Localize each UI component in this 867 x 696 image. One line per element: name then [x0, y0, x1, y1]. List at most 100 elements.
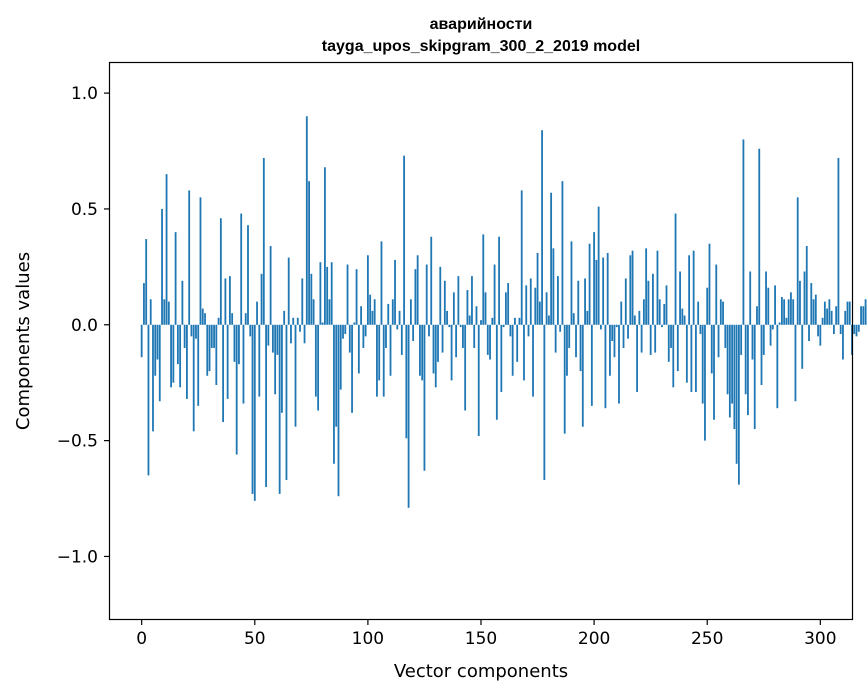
bar	[611, 324, 614, 341]
bar	[294, 324, 297, 427]
bar	[837, 157, 840, 325]
bar	[737, 324, 740, 485]
bar	[844, 310, 847, 325]
bar	[321, 322, 324, 325]
y-tick-label: 0.0	[71, 316, 98, 336]
bar	[826, 308, 829, 325]
bar	[333, 324, 335, 464]
bar	[251, 324, 254, 494]
bar	[835, 306, 838, 325]
bar	[385, 324, 387, 348]
x-tick-label: 0	[136, 629, 147, 649]
bar	[466, 290, 469, 325]
bar	[281, 324, 283, 413]
bar	[446, 310, 448, 325]
bar	[862, 306, 865, 325]
bar	[699, 324, 702, 335]
bar	[147, 324, 150, 476]
bar	[174, 232, 177, 325]
bar	[504, 292, 507, 325]
bar	[728, 324, 731, 418]
bar	[183, 324, 186, 348]
bar	[744, 324, 747, 395]
bar	[389, 324, 392, 376]
bar	[676, 324, 679, 372]
bar	[231, 313, 234, 325]
bar	[437, 324, 439, 362]
bar	[217, 317, 220, 325]
bar	[771, 324, 774, 330]
bar	[792, 299, 795, 325]
bar	[328, 299, 331, 325]
bar	[274, 324, 277, 395]
bar	[457, 276, 460, 325]
bar	[735, 324, 738, 464]
bar	[726, 324, 729, 395]
bar	[590, 324, 593, 406]
bar	[462, 324, 464, 348]
bar	[704, 324, 706, 441]
bar	[864, 299, 867, 325]
bar	[172, 324, 175, 383]
bar	[353, 322, 356, 325]
bar	[314, 324, 317, 397]
bar	[688, 255, 691, 325]
bar	[742, 139, 745, 325]
bar	[765, 271, 767, 325]
bar	[649, 324, 652, 355]
bar	[335, 324, 338, 427]
bar	[575, 324, 577, 358]
bar	[810, 283, 813, 325]
bar	[790, 292, 792, 325]
bar	[258, 324, 261, 397]
bar	[421, 324, 424, 381]
bar	[823, 301, 826, 325]
bar	[140, 324, 143, 358]
bar	[860, 306, 862, 325]
bar	[369, 294, 372, 325]
x-tick-label: 250	[691, 629, 723, 649]
bar	[547, 315, 550, 325]
bar	[842, 324, 844, 360]
bar	[541, 130, 543, 325]
bar	[500, 324, 503, 392]
bar	[170, 324, 172, 388]
bar	[706, 287, 709, 325]
bar	[749, 271, 752, 325]
bar	[821, 317, 824, 325]
bar-series	[140, 116, 867, 508]
bar	[713, 324, 715, 420]
bar	[833, 324, 835, 335]
y-tick-label: −0.5	[57, 432, 98, 452]
bar	[661, 324, 663, 328]
bar	[324, 167, 326, 325]
bar	[683, 315, 686, 325]
bar	[473, 324, 476, 348]
bar	[846, 301, 849, 325]
bar	[747, 324, 749, 416]
bar	[717, 324, 720, 358]
bar	[186, 324, 188, 399]
bar	[149, 299, 152, 325]
bar	[394, 259, 396, 325]
bar	[495, 324, 498, 420]
bar	[785, 317, 788, 325]
bar	[276, 324, 279, 355]
bar	[581, 324, 584, 427]
bar	[586, 310, 589, 325]
bar	[557, 276, 559, 325]
bar	[597, 206, 600, 325]
bar	[799, 280, 801, 325]
bar	[805, 246, 808, 325]
bar	[376, 324, 378, 397]
bar	[378, 324, 381, 381]
bar	[249, 324, 252, 337]
bar	[570, 241, 573, 325]
bar	[491, 317, 494, 325]
bar	[658, 299, 661, 325]
bar	[199, 197, 202, 325]
chart-subtitle: tayga_upos_skipgram_300_2_2019 model	[322, 38, 640, 55]
bar	[593, 232, 596, 325]
bar	[514, 317, 516, 325]
bar	[780, 296, 783, 325]
